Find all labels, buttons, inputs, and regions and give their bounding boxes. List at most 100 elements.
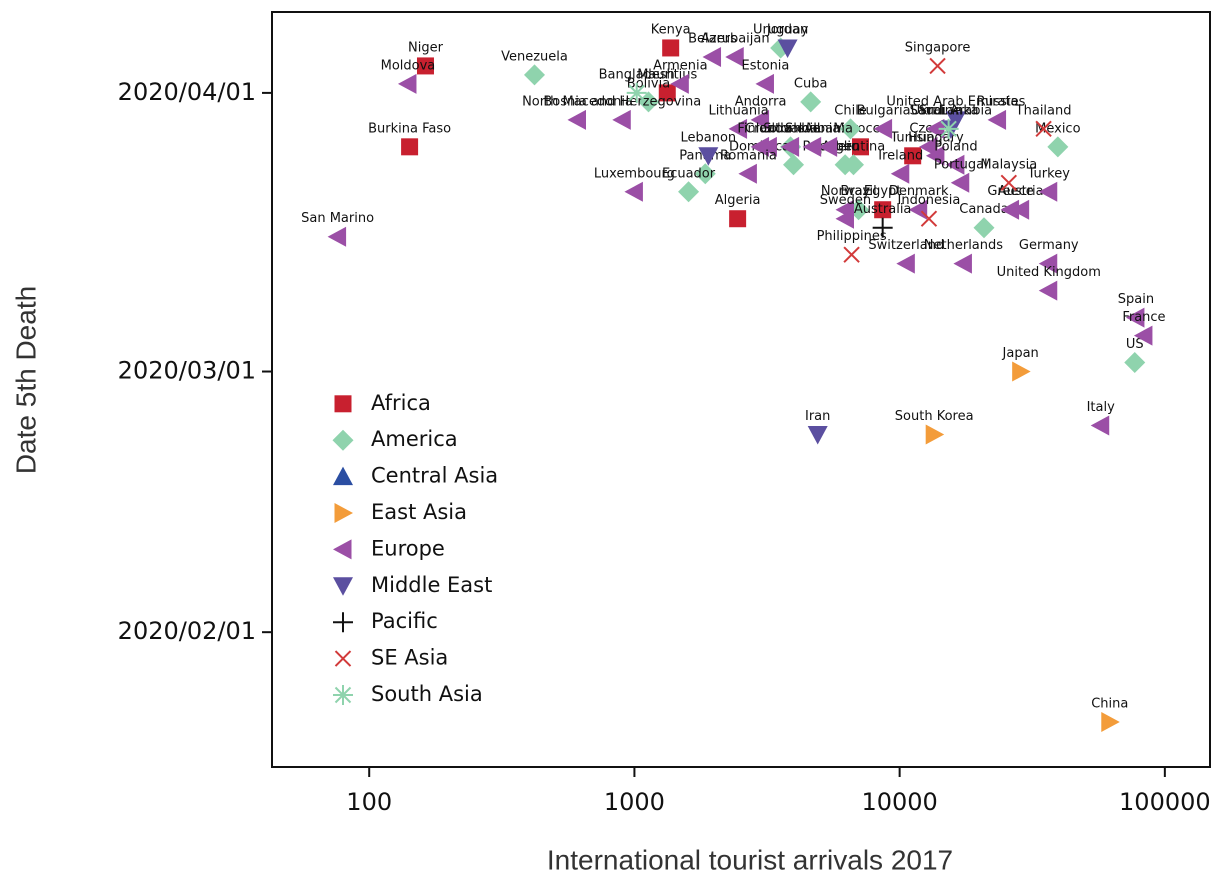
point-label: US [1126, 337, 1144, 352]
point [750, 109, 770, 130]
point [973, 217, 995, 239]
point [925, 145, 945, 166]
point-label: North Macedonia [522, 94, 633, 109]
point [1000, 174, 1018, 191]
point [755, 73, 774, 94]
point-label: Belarus [688, 31, 737, 46]
point [843, 246, 860, 263]
point [777, 39, 798, 58]
point-label: Spain [1118, 292, 1154, 307]
legend-label: Africa [371, 391, 431, 415]
point-label: Greece [987, 184, 1033, 199]
point-label: Bangladesh [599, 67, 675, 82]
point-label: South Korea [895, 409, 974, 424]
y-axis-label: Date 5th Death [10, 286, 41, 474]
point [1038, 253, 1058, 274]
point-label: China [1091, 697, 1128, 712]
point [807, 425, 828, 445]
point [1133, 325, 1153, 346]
point [1038, 181, 1058, 202]
point-label: France [1122, 310, 1165, 325]
point [397, 73, 417, 94]
point-label: Bulgaria [857, 103, 911, 118]
point-label: Mexico [1035, 121, 1080, 136]
point-label: Albania [804, 121, 853, 136]
legend-label: Europe [371, 536, 445, 560]
point [802, 136, 822, 157]
point-label: Australia [854, 202, 912, 217]
point [840, 118, 862, 140]
point-label: Peru [831, 139, 860, 154]
point-label: Bosnia and Herzegovina [543, 94, 701, 109]
point [987, 109, 1007, 130]
legend-marker [334, 395, 352, 413]
legend-marker [334, 650, 352, 667]
point-label: Singapore [905, 40, 971, 55]
legend-label: South Asia [371, 682, 483, 706]
point-label: San Marino [301, 211, 374, 226]
legend-marker [333, 577, 353, 596]
point-label: Ecuador [662, 166, 716, 181]
point-label: Kenya [651, 22, 691, 37]
point [401, 138, 419, 156]
point [800, 91, 822, 113]
point [925, 118, 945, 139]
legend-marker [334, 503, 353, 523]
point-label: Iran [805, 409, 830, 424]
point-label: Finland [737, 121, 783, 136]
point-label: Niger [408, 40, 444, 55]
x-axis-label: International tourist arrivals 2017 [547, 844, 953, 875]
point-label: Denmark [889, 184, 949, 199]
point [835, 208, 854, 229]
point-label: Germany [1019, 238, 1079, 253]
point [327, 226, 347, 247]
point [567, 109, 586, 130]
y-tick-label: 2020/02/01 [118, 617, 256, 645]
point-label: Chile [834, 103, 867, 118]
point [929, 57, 946, 75]
legend-label: America [371, 427, 458, 451]
point [920, 210, 938, 227]
point [637, 91, 659, 113]
point [725, 46, 744, 67]
point [873, 118, 893, 139]
point-label: Indonesia [898, 193, 961, 208]
point-label: Egypt [864, 184, 902, 199]
y-tick-label: 2020/04/01 [118, 78, 256, 106]
point-label: Canada [959, 202, 1008, 217]
point-label: Netherlands [924, 238, 1003, 253]
point [908, 199, 928, 220]
point [783, 154, 805, 176]
point-label: Ireland [878, 148, 923, 163]
point-label: Andorra [735, 94, 787, 109]
point [524, 64, 546, 86]
point [624, 181, 643, 202]
point-label: Sweden [820, 193, 871, 208]
point-label: Brazil [840, 184, 876, 199]
point [1012, 361, 1031, 382]
point-label: Norway [821, 184, 871, 199]
point [938, 118, 959, 139]
y-tick-label: 2020/03/01 [118, 357, 256, 385]
point-label: Estonia [742, 58, 790, 73]
legend-marker [332, 429, 354, 451]
point-label: Lebanon [681, 130, 737, 145]
point-label: Luxembourg [594, 166, 675, 181]
point-label: Burkina Faso [368, 121, 451, 136]
point-label: Cuba [794, 76, 828, 91]
point [1124, 352, 1146, 374]
point-label: Colombia [760, 121, 821, 136]
legend-label: East Asia [371, 500, 467, 524]
point [702, 46, 722, 67]
point-label: Lithuania [708, 103, 768, 118]
point-label: Turkey [1027, 166, 1071, 181]
point [1000, 199, 1020, 220]
point [1101, 712, 1120, 733]
point-label: Azerbaijan [701, 31, 770, 46]
point [904, 147, 922, 165]
point [698, 147, 719, 166]
point [950, 172, 970, 193]
point-label: Algeria [715, 193, 761, 208]
point-label: Philippines [817, 229, 887, 244]
plot-frame [271, 11, 1211, 768]
